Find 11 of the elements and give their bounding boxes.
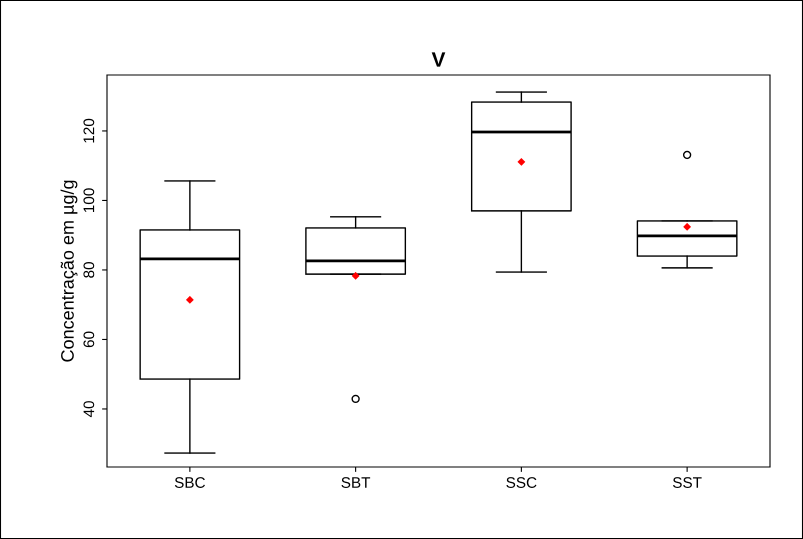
y-tick-label: 40: [83, 401, 94, 418]
x-tick-label: SSC: [506, 477, 536, 488]
y-tick-label: 100: [83, 188, 94, 212]
y-tick-label: 80: [83, 262, 94, 278]
chart-title: V: [432, 52, 446, 67]
x-tick-label: SBT: [341, 477, 370, 488]
y-axis-title: Concentração em µg/g: [60, 180, 78, 362]
x-tick-label: SST: [672, 477, 702, 488]
y-tick-label: 120: [83, 118, 94, 143]
x-tick-label: SBC: [174, 477, 205, 488]
y-tick-label: 60: [83, 332, 94, 348]
